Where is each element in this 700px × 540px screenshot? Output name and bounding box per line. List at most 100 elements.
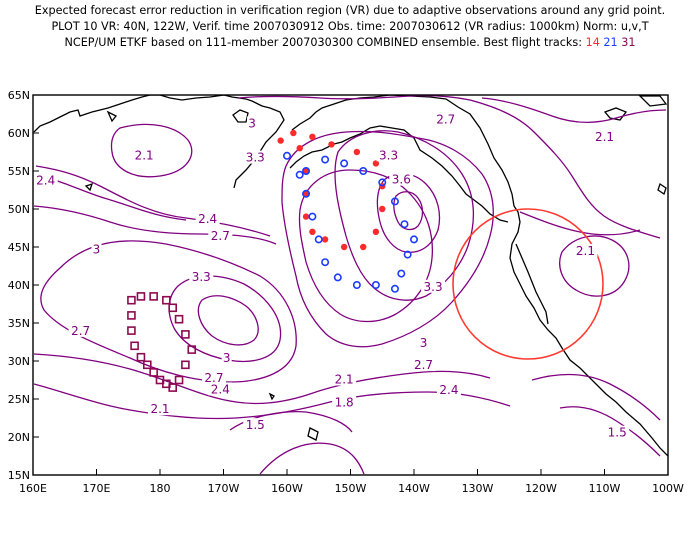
flight-track-point-square — [136, 292, 146, 301]
flight-track-point-square — [136, 352, 146, 362]
contour-labels: 2.72.132.1 3.3 3.32.4 3.62.42.73 2.13.33.32.… — [33, 112, 630, 440]
flight-track-point-dot — [277, 137, 284, 144]
contour-label-bg — [605, 425, 630, 439]
flight-track-point-dot — [296, 145, 303, 152]
flight-track-point-ring — [390, 197, 399, 206]
contour-label-bg — [436, 383, 461, 397]
verification-region-circle — [452, 208, 604, 360]
flight-track-point-dot — [290, 129, 297, 137]
y-tick-label: 55N — [8, 165, 30, 178]
x-tick-label: 160E — [19, 482, 47, 495]
contour-label-bg — [332, 395, 357, 409]
flight-track-point-dot — [360, 243, 367, 251]
x-tick-label: 110W — [589, 482, 621, 495]
contour-label: 2.7 — [204, 371, 223, 385]
flight-track-point-dot — [309, 228, 316, 235]
contour-label: 3 — [420, 336, 428, 350]
flight-track-point-ring — [397, 269, 406, 278]
contour-label-bg — [195, 212, 220, 226]
contour-label: 3 — [223, 351, 231, 365]
flight-track-31 — [127, 292, 197, 392]
contour-label-bg — [68, 323, 93, 337]
contour-label-bg — [421, 279, 446, 293]
y-tick-label: 50N — [8, 203, 30, 216]
flight-track-point-ring — [308, 212, 317, 221]
flight-track-point-ring — [340, 159, 349, 168]
title-line-3-text: NCEP/UM ETKF based on 111-member 2007030… — [64, 36, 583, 49]
title-line-1: Expected forecast error reduction in ver… — [34, 4, 666, 17]
x-tick-label: 130W — [462, 482, 494, 495]
y-tick-label: 65N — [8, 89, 30, 102]
title-line-2: PLOT 10 VR: 40N, 122W, Verif. time 20070… — [51, 20, 649, 33]
contour-label-bg — [243, 418, 268, 432]
flight-track-point-ring — [400, 220, 409, 229]
contour-label-bg — [376, 148, 401, 162]
contour-label-bg — [592, 130, 617, 144]
contour-label: 2.1 — [335, 373, 354, 387]
flight-track-point-dot — [379, 205, 386, 213]
flight-track-point-dot — [353, 148, 361, 156]
map-titles: Expected forecast error reduction in ver… — [0, 3, 700, 51]
contour-label: 2.7 — [71, 324, 90, 338]
y-axis: 65N 60N 55N 50N 45N 40N 35N 30N 25N 20N 15N — [8, 89, 39, 482]
flight-track-14 — [277, 129, 386, 251]
flight-track-point-square — [174, 314, 184, 324]
contour-lines — [33, 95, 667, 475]
flight-track-point-ring — [403, 250, 412, 259]
flight-track-point-dot — [372, 160, 380, 167]
contour-label-bg — [418, 336, 429, 350]
contour-label-bg — [189, 269, 214, 283]
flight-track-21 — [282, 151, 418, 293]
flight-track-point-dot — [309, 133, 316, 140]
flight-track-point-square — [149, 292, 158, 301]
x-tick-label: 160W — [271, 482, 303, 495]
contour-label: 3.3 — [424, 280, 443, 294]
contour-label-bg — [208, 382, 233, 396]
contour-label-bg — [132, 148, 157, 162]
flight-track-point-ring — [321, 155, 330, 164]
contour-label: 1.5 — [246, 418, 265, 432]
x-tick-label: 150W — [335, 482, 367, 495]
contour-label: 2.4 — [198, 212, 217, 226]
flight-track-point-dot — [302, 190, 310, 197]
coastlines — [33, 95, 668, 457]
contour-label-bg — [208, 228, 233, 242]
plot-area: 2.72.132.1 3.3 3.32.4 3.62.42.73 2.13.33.32.… — [33, 95, 668, 475]
contour-label: 1.8 — [335, 395, 354, 409]
track-label-21: 21 — [603, 36, 618, 49]
contour-label: 2.7 — [414, 358, 433, 372]
x-tick-label: 100W — [652, 482, 684, 495]
flight-track-point-ring — [359, 167, 368, 176]
contour-label-bg — [411, 358, 436, 372]
contour-label: 2.1 — [150, 402, 169, 416]
contour-label-bg — [433, 112, 458, 126]
contour-label: 3 — [93, 243, 101, 257]
flight-track-point-dot — [302, 167, 310, 175]
x-tick-label: 140W — [398, 482, 430, 495]
flight-track-point-square — [143, 360, 152, 370]
x-tick-label: 180 — [150, 482, 171, 495]
contour-label: 2.7 — [211, 229, 230, 243]
contour-label: 2.4 — [36, 173, 55, 187]
track-label-31: 31 — [621, 36, 636, 49]
flight-track-point-ring — [302, 189, 311, 198]
track-label-14: 14 — [585, 36, 600, 49]
contour-label: 2.7 — [436, 113, 455, 127]
contour-label: 2.4 — [439, 383, 458, 397]
flight-track-point-ring — [302, 167, 311, 176]
contour-label-bg — [91, 242, 102, 256]
contour-label: 3.6 — [392, 173, 411, 187]
contour-label-bg — [332, 372, 357, 386]
contour-label: 3.3 — [192, 270, 211, 284]
y-tick-label: 20N — [8, 431, 30, 444]
y-tick-label: 35N — [8, 317, 30, 330]
flight-track-point-square — [127, 326, 136, 335]
contour-label-bg — [243, 150, 268, 164]
y-tick-label: 40N — [8, 279, 30, 292]
map-frame — [32, 94, 669, 476]
flight-track-point-square — [174, 375, 184, 385]
contour-label: 2.1 — [595, 130, 614, 144]
y-tick-label: 30N — [8, 355, 30, 368]
flight-track-point-ring — [295, 170, 304, 179]
y-tick-label: 60N — [8, 127, 30, 140]
